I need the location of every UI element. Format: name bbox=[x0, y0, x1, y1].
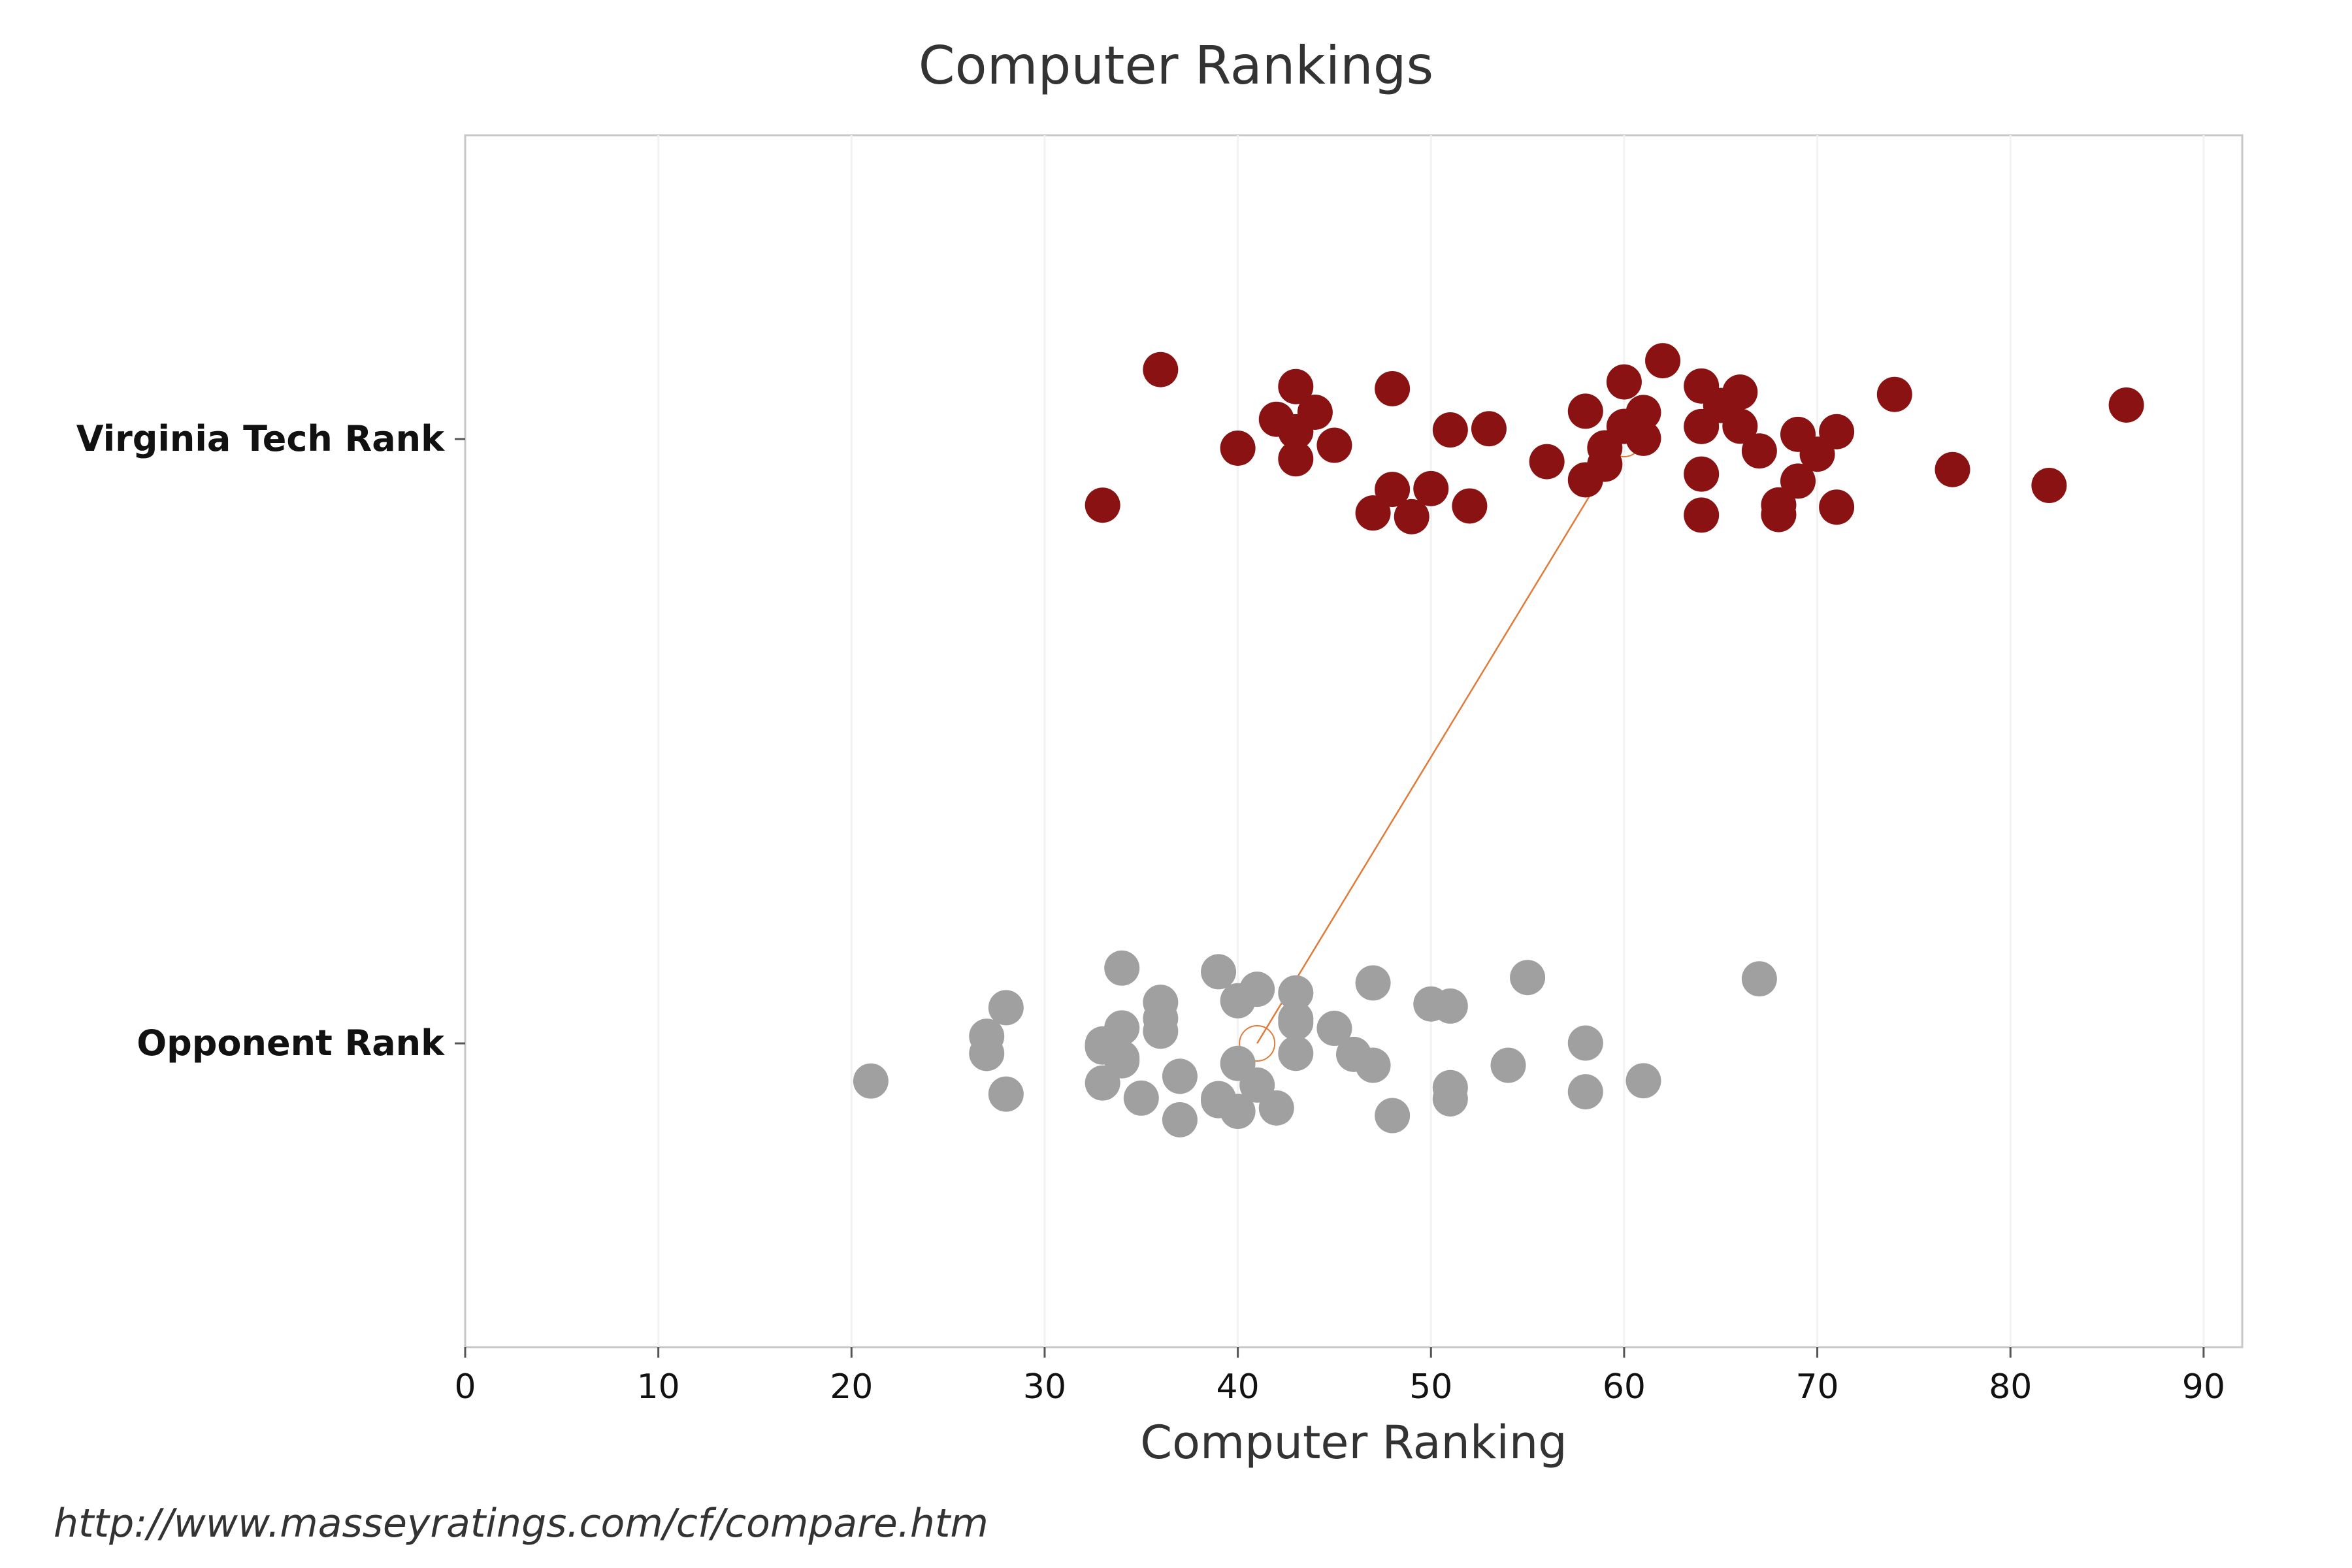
vt-rank-point bbox=[1375, 370, 1411, 406]
opponent-rank-point bbox=[1375, 1098, 1411, 1134]
opponent-rank-point bbox=[1104, 950, 1140, 986]
vt-rank-point bbox=[1761, 487, 1797, 523]
opponent-rank-point bbox=[1355, 965, 1391, 1001]
vt-rank-point bbox=[1220, 430, 1256, 466]
opponent-rank-point bbox=[1432, 988, 1468, 1024]
vt-rank-point bbox=[1741, 433, 1777, 469]
x-tick-label: 70 bbox=[1795, 1367, 1838, 1407]
opponent-rank-point bbox=[1162, 1058, 1198, 1094]
vt-rank-point bbox=[1722, 374, 1758, 410]
chart-title: Computer Rankings bbox=[919, 35, 1433, 96]
vt-rank-point bbox=[1278, 368, 1314, 404]
vt-rank-point bbox=[1143, 351, 1179, 387]
opponent-rank-point bbox=[988, 990, 1024, 1026]
x-tick-label: 80 bbox=[1989, 1367, 2032, 1407]
axis-layer: 0 10 20 30 40 50 60 70 80 90 Virginia Tech Rank Opp… bbox=[76, 418, 2225, 1407]
opponent-rank-point bbox=[1220, 1094, 1256, 1130]
x-tick-label: 20 bbox=[830, 1367, 873, 1407]
vt-rank-point bbox=[2031, 468, 2067, 504]
x-tick-label: 90 bbox=[2182, 1367, 2225, 1407]
vt-rank-point bbox=[1935, 451, 1970, 487]
opponent-rank-point bbox=[969, 1019, 1005, 1054]
opponent-rank-point bbox=[1432, 1081, 1468, 1117]
opponent-rank-point bbox=[1143, 985, 1179, 1021]
points-layer bbox=[853, 343, 2144, 1137]
opponent-rank-point bbox=[1490, 1047, 1526, 1083]
opponent-rank-point bbox=[988, 1076, 1024, 1112]
opponent-rank-point bbox=[1201, 954, 1237, 990]
vt-rank-point bbox=[1529, 444, 1565, 480]
opponent-rank-point bbox=[1625, 1063, 1661, 1099]
opponent-rank-point bbox=[1567, 1025, 1603, 1061]
vt-rank-point bbox=[1085, 487, 1120, 523]
y-category-label: Opponent Rank bbox=[137, 1022, 445, 1064]
vt-rank-point bbox=[1780, 463, 1816, 499]
vt-rank-point bbox=[1452, 488, 1488, 524]
vt-rank-point bbox=[2108, 387, 2144, 423]
grid-layer bbox=[657, 135, 2205, 1347]
vt-rank-point bbox=[1684, 456, 1720, 492]
vt-rank-point bbox=[1278, 441, 1314, 477]
vt-rank-point bbox=[1684, 497, 1720, 533]
vt-rank-point bbox=[1625, 395, 1661, 431]
vt-rank-point bbox=[1645, 343, 1681, 379]
opponent-rank-point bbox=[1316, 1011, 1352, 1047]
vt-rank-point bbox=[1567, 393, 1603, 429]
vt-rank-point bbox=[1819, 489, 1855, 525]
opponent-rank-point bbox=[1162, 1102, 1198, 1137]
x-tick-label: 30 bbox=[1023, 1367, 1066, 1407]
vt-rank-point bbox=[1606, 364, 1642, 400]
vt-rank-point bbox=[1722, 408, 1758, 444]
opponent-rank-point bbox=[1104, 1010, 1140, 1046]
connector-highlight-end bbox=[1239, 1025, 1276, 1062]
opponent-rank-point bbox=[853, 1063, 889, 1099]
opponent-rank-point bbox=[1510, 960, 1546, 996]
x-tick-label: 40 bbox=[1217, 1367, 1260, 1407]
vt-rank-point bbox=[1355, 495, 1391, 531]
opponent-rank-point bbox=[1143, 1013, 1179, 1049]
opponent-rank-point bbox=[1741, 961, 1777, 997]
connector-line bbox=[1256, 438, 1625, 1044]
opponent-rank-point bbox=[1567, 1074, 1603, 1110]
opponent-rank-point bbox=[1123, 1080, 1159, 1116]
vt-rank-point bbox=[1394, 498, 1429, 534]
vt-rank-point bbox=[1316, 427, 1352, 463]
x-tick-label: 10 bbox=[637, 1367, 680, 1407]
vt-rank-point bbox=[1587, 446, 1623, 482]
opponent-rank-point bbox=[1239, 972, 1275, 1007]
vt-rank-point bbox=[1471, 411, 1507, 447]
x-tick-label: 0 bbox=[454, 1367, 476, 1407]
vt-rank-point bbox=[1432, 412, 1468, 448]
x-axis-label: Computer Ranking bbox=[1140, 1416, 1567, 1469]
vt-rank-point bbox=[1297, 394, 1333, 430]
opponent-rank-point bbox=[1278, 1005, 1314, 1041]
vt-rank-point bbox=[1375, 472, 1411, 508]
source-url: http://www.masseyratings.com/cf/compare.… bbox=[54, 1501, 988, 1546]
y-category-label: Virginia Tech Rank bbox=[76, 418, 445, 459]
x-tick-label: 50 bbox=[1409, 1367, 1452, 1407]
opponent-rank-point bbox=[1258, 1090, 1294, 1126]
vt-rank-point bbox=[1625, 420, 1661, 456]
opponent-rank-point bbox=[1278, 975, 1314, 1011]
vt-rank-point bbox=[1413, 470, 1449, 506]
vt-rank-point bbox=[1876, 376, 1912, 412]
plot-area bbox=[464, 134, 2244, 1348]
x-tick-label: 60 bbox=[1603, 1367, 1646, 1407]
vt-rank-point bbox=[1819, 414, 1855, 449]
opponent-rank-point bbox=[1355, 1047, 1391, 1083]
opponent-rank-point bbox=[1278, 1036, 1314, 1071]
opponent-rank-point bbox=[1104, 1043, 1140, 1079]
